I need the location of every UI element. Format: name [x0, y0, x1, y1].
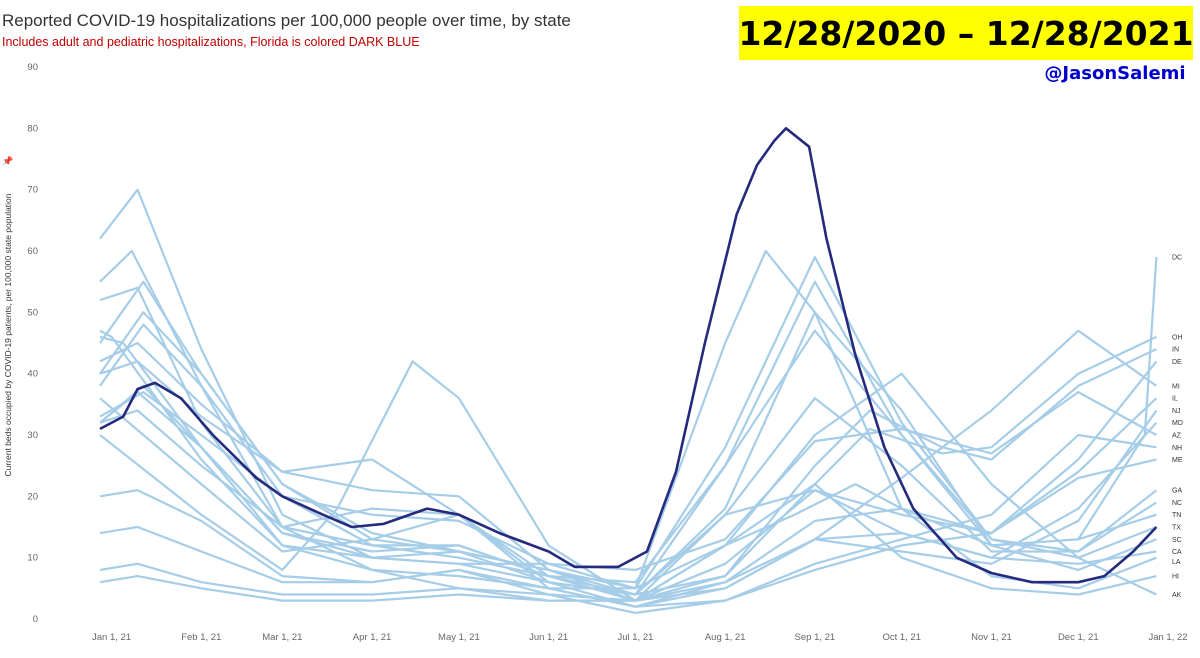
author-handle: @JasonSalemi [1044, 63, 1186, 84]
x-tick-label: Dec 1, 21 [1058, 632, 1099, 643]
chart-subtitle: Includes adult and pediatric hospitaliza… [2, 35, 420, 49]
state-label-la: LA [1172, 559, 1181, 566]
state-label-nj: NJ [1172, 408, 1181, 415]
state-label-nc: NC [1172, 500, 1182, 507]
x-axis-ticks: Jan 1, 21 Feb 1, 21 Mar 1, 21 Apr 1, 21 May … [92, 632, 1188, 643]
y-tick-label: 10 [27, 553, 38, 564]
y-axis-ticks: 0 10 20 30 40 50 60 70 80 90 [27, 62, 38, 625]
state-label-nh: NH [1172, 445, 1182, 452]
state-line-hi [99, 483, 1157, 602]
state-label-de: DE [1172, 359, 1182, 366]
y-tick-label: 80 [27, 123, 38, 134]
state-line-ga [99, 256, 1158, 590]
state-line-ak [99, 372, 1157, 602]
date-range-banner: 12/28/2020 – 12/28/2021 [738, 6, 1194, 60]
state-line-mi [99, 329, 1158, 602]
state-label-ga: GA [1172, 488, 1182, 495]
x-tick-label: Nov 1, 21 [971, 632, 1012, 643]
state-label-az: AZ [1172, 433, 1182, 440]
y-tick-label: 70 [27, 185, 38, 196]
state-label-hi: HI [1172, 574, 1179, 581]
state-label-ak: AK [1172, 592, 1182, 599]
state-line-me [99, 458, 1157, 608]
state-label-oh: OH [1172, 334, 1183, 341]
x-tick-label: Jul 1, 21 [617, 632, 653, 643]
florida-line [99, 127, 1158, 584]
state-label-tx: TX [1172, 525, 1181, 532]
x-tick-label: Aug 1, 21 [705, 632, 746, 643]
x-tick-label: Oct 1, 21 [882, 632, 921, 643]
state-label-dc: DC [1172, 255, 1182, 262]
chart-title: Reported COVID-19 hospitalizations per 1… [2, 11, 571, 30]
y-tick-label: 60 [27, 246, 38, 257]
x-tick-label: Jan 1, 22 [1148, 632, 1187, 643]
state-label-me: ME [1172, 457, 1183, 464]
x-tick-label: Mar 1, 21 [262, 632, 302, 643]
state-line-az [99, 188, 1157, 571]
state-line-dc [99, 257, 1158, 590]
pin-icon[interactable]: 📌 [2, 156, 14, 166]
x-tick-label: Sep 1, 21 [795, 632, 836, 643]
state-labels: DC OH IN DE MI IL NJ MD AZ NH ME GA NC TN TX SC CA LA HI AK [1172, 255, 1183, 599]
florida-line-group [99, 127, 1158, 584]
state-label-md: MD [1172, 420, 1183, 427]
y-tick-label: 50 [27, 307, 38, 318]
x-tick-label: Jun 1, 21 [529, 632, 568, 643]
state-label-ca: CA [1172, 549, 1182, 556]
y-tick-label: 0 [33, 614, 38, 625]
state-lines [99, 188, 1158, 614]
state-label-sc: SC [1172, 537, 1182, 544]
state-line-tn [99, 280, 1157, 596]
state-label-tn: TN [1172, 512, 1181, 519]
x-tick-label: Jan 1, 21 [92, 632, 131, 643]
state-line-la [99, 249, 1157, 590]
x-tick-label: May 1, 21 [438, 632, 480, 643]
y-tick-label: 20 [27, 491, 38, 502]
x-tick-label: Apr 1, 21 [353, 632, 392, 643]
state-label-in: IN [1172, 347, 1179, 354]
x-tick-label: Feb 1, 21 [181, 632, 221, 643]
y-tick-label: 30 [27, 430, 38, 441]
y-tick-label: 40 [27, 369, 38, 380]
state-label-il: IL [1172, 396, 1178, 403]
state-label-mi: MI [1172, 383, 1180, 390]
y-tick-label: 90 [27, 62, 38, 73]
